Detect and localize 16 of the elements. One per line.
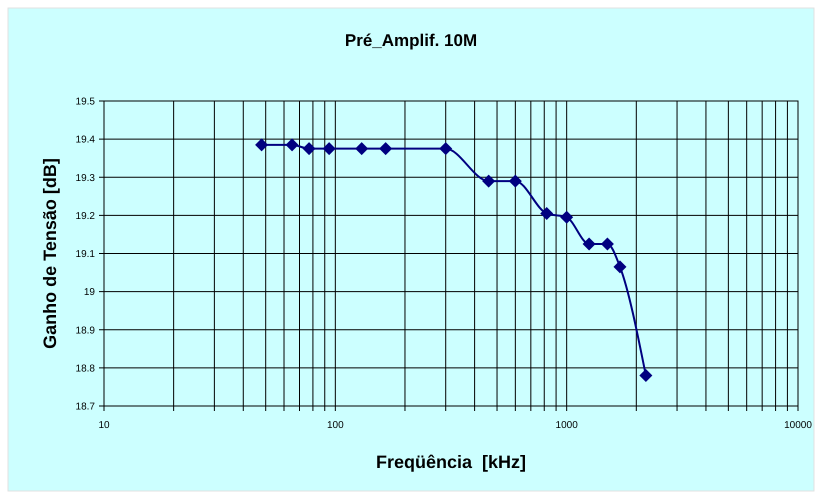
chart-title: Pré_Amplif. 10M (344, 31, 478, 50)
y-tick-label: 19.2 (76, 210, 96, 222)
y-tick-label: 18.7 (76, 402, 96, 412)
y-tick-label: 19 (84, 287, 96, 298)
x-tick-label: 10000 (784, 420, 812, 431)
x-axis-title: Freqüência [kHz] (376, 452, 526, 472)
y-tick-label: 18.9 (76, 325, 96, 336)
y-tick-label: 19.4 (76, 134, 96, 146)
x-tick-label: 100 (326, 420, 344, 431)
x-tick-label: 1000 (556, 420, 578, 431)
x-tick-label: 10 (98, 420, 110, 431)
y-tick-label: 19.3 (76, 172, 96, 184)
y-tick-label: 19.5 (76, 96, 96, 108)
y-axis-title: Ganho de Tensão [dB] (40, 158, 60, 349)
y-tick-label: 19.1 (76, 249, 96, 260)
y-tick-label: 18.8 (76, 363, 96, 374)
